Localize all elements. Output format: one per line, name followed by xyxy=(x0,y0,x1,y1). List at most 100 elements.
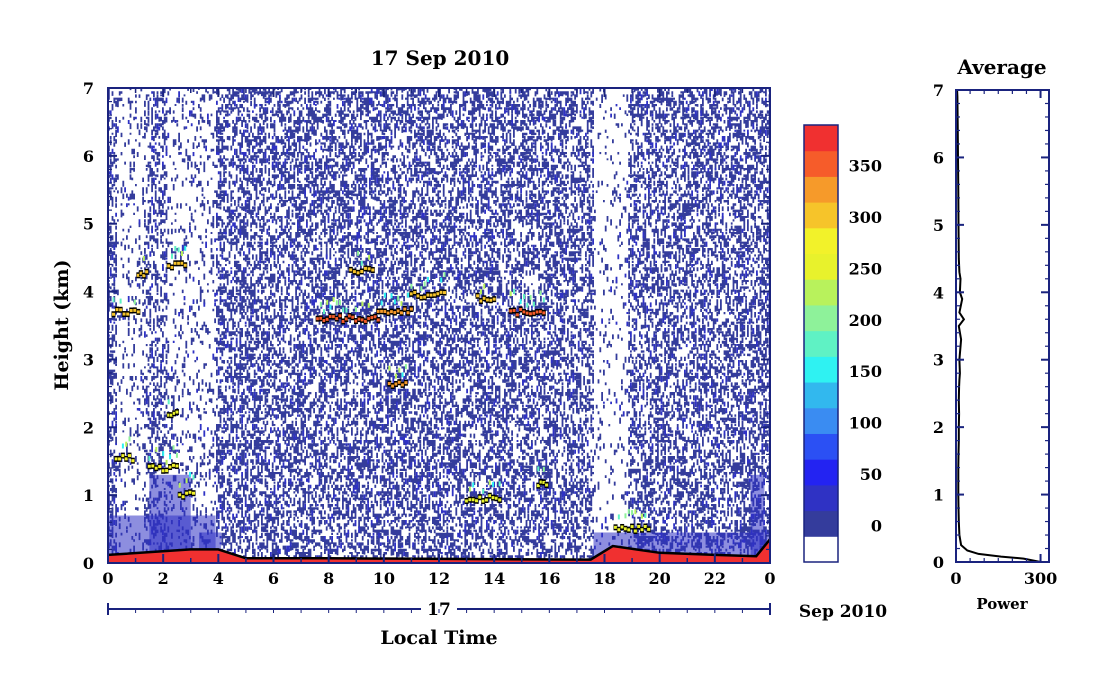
cloud-echo-fringe xyxy=(148,455,151,461)
cloud-echo-fringe xyxy=(420,286,423,292)
noise-speckle xyxy=(108,88,770,563)
cloud-echo-core xyxy=(394,382,398,386)
colorbar-band xyxy=(804,382,838,409)
x-tick-label: 14 xyxy=(483,569,505,588)
cloud-echo-core xyxy=(465,499,469,503)
cloud-layer xyxy=(376,292,414,317)
cloud-echo-core xyxy=(535,310,539,314)
cloud-echo-fringe xyxy=(440,277,443,283)
cloud-layer xyxy=(315,296,381,325)
cloud-echo-core xyxy=(498,498,502,502)
colorbar-tick-label: 200 xyxy=(849,311,882,330)
average-power-line xyxy=(956,89,1041,563)
cloud-echo-core xyxy=(170,265,174,269)
cloud-echo-core xyxy=(316,317,320,321)
cloud-echo-fringe xyxy=(398,367,401,373)
cloud-echo-fringe xyxy=(319,301,322,307)
cloud-echo-core xyxy=(181,495,185,499)
cloud-echo-core xyxy=(409,307,413,311)
cloud-echo-fringe xyxy=(401,372,404,378)
cloud-echo-core xyxy=(512,309,516,313)
heatmap-cells xyxy=(108,88,770,563)
colorbar-band xyxy=(804,227,838,255)
cloud-echo-core xyxy=(640,528,644,532)
cloud-echo-fringe xyxy=(174,246,177,252)
side-y-tick-label: 5 xyxy=(933,216,944,235)
cloud-echo-fringe xyxy=(169,454,172,460)
cloud-echo-core xyxy=(482,296,486,300)
colorbar-band xyxy=(804,176,838,203)
cloud-echo-core xyxy=(386,311,390,315)
cloud-echo-fringe xyxy=(468,486,471,492)
cloud-echo-core xyxy=(614,525,618,529)
cloud-layers xyxy=(108,245,770,563)
cloud-echo-fringe xyxy=(407,292,410,298)
x-tick-label: 0 xyxy=(102,569,113,588)
colorbar-tick-label: 300 xyxy=(849,208,882,227)
cloud-echo-core xyxy=(515,313,519,317)
cloud-echo-core xyxy=(129,309,133,313)
cloud-echo-core xyxy=(344,317,348,321)
cloud-echo-core xyxy=(121,454,125,458)
side-x-tick-label: 300 xyxy=(1024,569,1057,588)
cloud-echo-core xyxy=(426,293,430,297)
cloud-echo-core xyxy=(168,465,172,469)
colorbar-band xyxy=(804,484,838,512)
cloud-echo-core xyxy=(172,463,176,467)
cloud-echo-fringe xyxy=(360,260,363,266)
colorbar-band xyxy=(804,202,838,229)
side-x-tick-label: 0 xyxy=(950,569,961,588)
cloud-echo-core xyxy=(488,494,492,498)
cloud-echo-core xyxy=(468,498,472,502)
cloud-layer xyxy=(136,255,149,279)
cloud-layer xyxy=(147,445,179,474)
cloud-echo-fringe xyxy=(522,294,525,300)
cloud-echo-core xyxy=(471,498,475,502)
cloud-echo-fringe xyxy=(641,513,644,519)
cloud-layer xyxy=(475,283,497,305)
y-tick-label: 4 xyxy=(83,283,94,302)
y-tick-label: 6 xyxy=(83,147,94,166)
cloud-echo-core xyxy=(335,317,339,321)
cloud-echo-core xyxy=(370,316,374,320)
side-y-tick-label: 6 xyxy=(933,148,944,167)
colorbar-band xyxy=(804,356,838,383)
cloud-echo-core xyxy=(630,525,634,529)
cloud-layer xyxy=(166,399,179,419)
cloud-echo-core xyxy=(114,457,118,461)
date-bar: 17 Sep 2010 xyxy=(107,600,887,622)
cloud-echo-core xyxy=(476,294,480,298)
colorbar-band xyxy=(804,279,838,306)
cloud-echo-core xyxy=(161,469,165,473)
cloud-echo-core xyxy=(175,410,179,414)
side-y-tick-label: 1 xyxy=(933,486,944,505)
cloud-echo-fringe xyxy=(162,451,165,457)
cloud-echo-fringe xyxy=(119,298,122,304)
cloud-echo-core xyxy=(404,381,408,385)
cloud-echo-core xyxy=(536,484,540,488)
cloud-echo-fringe xyxy=(624,513,627,519)
cloud-echo-core xyxy=(539,310,543,314)
cloud-echo-fringe xyxy=(121,443,124,449)
cloud-echo-core xyxy=(367,267,371,271)
cloud-echo-core xyxy=(522,310,526,314)
cloud-echo-core xyxy=(151,464,155,468)
cloud-echo-core xyxy=(142,274,146,278)
cloud-echo-core xyxy=(509,309,513,313)
cloud-echo-core xyxy=(338,314,342,318)
cloud-echo-fringe xyxy=(400,301,403,307)
cloud-echo-fringe xyxy=(142,255,145,261)
cloud-echo-core xyxy=(397,380,401,384)
colorbar-tick-label: 100 xyxy=(849,414,882,433)
cloud-echo-fringe xyxy=(404,364,407,370)
cloud-echo-core xyxy=(328,314,332,318)
cloud-echo-fringe xyxy=(390,293,393,299)
cloud-echo-core xyxy=(403,307,407,311)
side-y-tick-label: 7 xyxy=(933,81,944,100)
side-y-tick-label: 2 xyxy=(933,418,944,437)
cloud-echo-core xyxy=(136,310,140,314)
cloud-echo-fringe xyxy=(368,254,371,260)
cloud-echo-core xyxy=(406,311,410,315)
